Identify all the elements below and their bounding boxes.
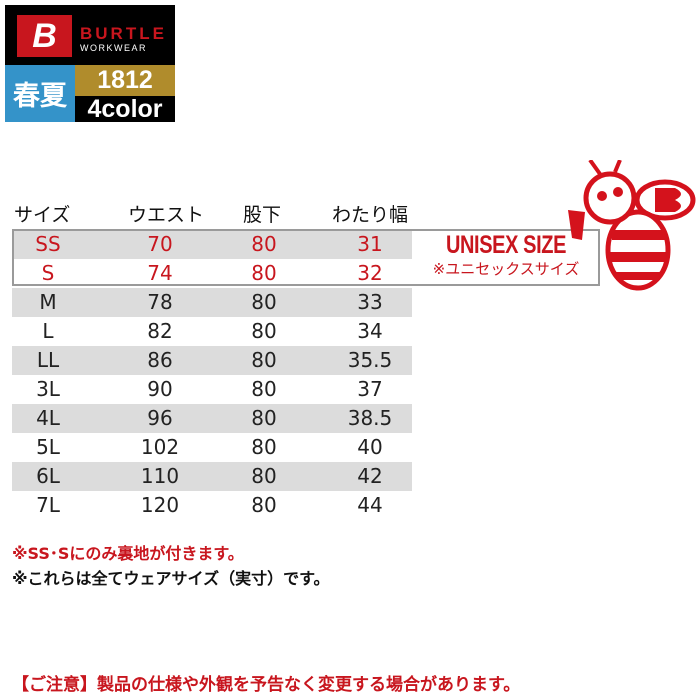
cell-waist: 90 bbox=[147, 377, 173, 401]
table-row: 3L 90 80 37 bbox=[12, 375, 412, 404]
cell-thigh: 37 bbox=[357, 377, 383, 401]
lining-note: ※SS･Sにのみ裏地が付きます。 bbox=[12, 544, 244, 563]
header-waist: ウエスト bbox=[128, 204, 205, 226]
cell-size: 3L bbox=[36, 377, 60, 401]
cell-inseam: 80 bbox=[251, 435, 277, 459]
table-row: S 74 80 32 bbox=[12, 259, 412, 288]
table-row: 5L 102 80 40 bbox=[12, 433, 412, 462]
cell-thigh: 32 bbox=[357, 261, 383, 285]
cell-inseam: 80 bbox=[251, 232, 277, 256]
cell-waist: 102 bbox=[140, 435, 180, 459]
cell-inseam: 80 bbox=[251, 319, 277, 343]
header-inseam: 股下 bbox=[243, 204, 282, 226]
cell-inseam: 80 bbox=[251, 406, 277, 430]
cell-waist: 120 bbox=[140, 493, 180, 517]
unisex-title: UNISEX SIZE bbox=[445, 231, 567, 259]
cell-thigh: 40 bbox=[357, 435, 383, 459]
unisex-label: UNISEX SIZE ※ユニセックスサイズ bbox=[412, 231, 600, 284]
table-row: 4L 96 80 38.5 bbox=[12, 404, 412, 433]
cell-waist: 74 bbox=[147, 261, 173, 285]
burtle-logo-mark: B bbox=[17, 15, 72, 57]
cell-waist: 70 bbox=[147, 232, 173, 256]
brand-logo-block: B BURTLE WORKWEAR 春夏 1812 4color bbox=[5, 5, 175, 123]
cell-waist: 86 bbox=[147, 348, 173, 372]
table-row: M 78 80 33 bbox=[12, 288, 412, 317]
cell-size: SS bbox=[35, 232, 61, 256]
header-thigh: わたり幅 bbox=[332, 204, 409, 226]
model-number: 1812 bbox=[75, 65, 175, 96]
cell-waist: 96 bbox=[147, 406, 173, 430]
cell-size: 7L bbox=[36, 493, 60, 517]
cell-inseam: 80 bbox=[251, 261, 277, 285]
table-row: 7L 120 80 44 bbox=[12, 491, 412, 520]
cell-inseam: 80 bbox=[251, 348, 277, 372]
cell-size: LL bbox=[36, 348, 60, 372]
cell-inseam: 80 bbox=[251, 464, 277, 488]
cell-size: 4L bbox=[36, 406, 60, 430]
cell-waist: 78 bbox=[147, 290, 173, 314]
cell-thigh: 31 bbox=[357, 232, 383, 256]
header-size: サイズ bbox=[14, 204, 71, 226]
table-row: L 82 80 34 bbox=[12, 317, 412, 346]
table-row: LL 86 80 35.5 bbox=[12, 346, 412, 375]
cell-waist: 110 bbox=[140, 464, 180, 488]
cell-thigh: 35.5 bbox=[347, 348, 393, 372]
caution-notice: 【ご注意】製品の仕様や外観を予告なく変更する場合があります。 bbox=[12, 675, 521, 695]
cell-inseam: 80 bbox=[251, 377, 277, 401]
brand-subtitle: WORKWEAR bbox=[80, 43, 147, 53]
season-badge: 春夏 bbox=[5, 65, 75, 122]
cell-inseam: 80 bbox=[251, 290, 277, 314]
brand-name: BURTLE bbox=[80, 24, 167, 43]
cell-size: S bbox=[41, 261, 55, 285]
cell-waist: 82 bbox=[147, 319, 173, 343]
cell-thigh: 38.5 bbox=[347, 406, 393, 430]
bee-mascot-icon bbox=[568, 160, 696, 291]
table-row: SS 70 80 31 bbox=[12, 230, 412, 259]
cell-size: 5L bbox=[36, 435, 60, 459]
cell-thigh: 44 bbox=[357, 493, 383, 517]
cell-inseam: 80 bbox=[251, 493, 277, 517]
cell-thigh: 42 bbox=[357, 464, 383, 488]
cell-thigh: 33 bbox=[357, 290, 383, 314]
cell-size: L bbox=[42, 319, 54, 343]
cell-size: M bbox=[39, 290, 57, 314]
color-count: 4color bbox=[87, 94, 163, 123]
measurement-note: ※これらは全てウェアサイズ（実寸）です。 bbox=[12, 569, 330, 588]
cell-thigh: 34 bbox=[357, 319, 383, 343]
cell-size: 6L bbox=[36, 464, 60, 488]
unisex-subtitle: ※ユニセックスサイズ bbox=[432, 260, 580, 278]
table-row: 6L 110 80 42 bbox=[12, 462, 412, 491]
